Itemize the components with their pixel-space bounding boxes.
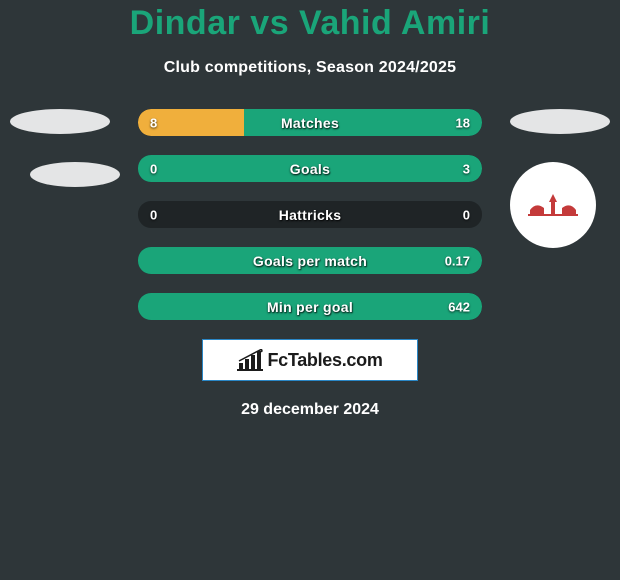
footer-date: 29 december 2024	[0, 401, 620, 419]
left-avatars	[10, 109, 120, 215]
stat-bar-row: Hattricks0 0	[138, 201, 482, 228]
bar-label: Goals	[138, 161, 482, 177]
bar-right-value: 18	[456, 115, 470, 130]
comparison-card: Dindar vs Vahid Amiri Club competitions,…	[0, 0, 620, 419]
compare-section: Matches818Goals03Hattricks00Goals per ma…	[0, 109, 620, 320]
bar-label: Matches	[138, 115, 482, 131]
player-avatar-placeholder	[10, 109, 110, 134]
page-title: Dindar vs Vahid Amiri	[0, 4, 620, 43]
right-avatars	[510, 109, 610, 248]
stat-bars: Matches818Goals03Hattricks00Goals per ma…	[138, 109, 482, 320]
club-logo-icon	[524, 188, 582, 222]
stat-bar-row: Matches8 18	[138, 109, 482, 136]
brand-chart-icon	[237, 349, 263, 371]
bar-right-value: 0	[463, 207, 470, 222]
club-logo	[510, 162, 596, 248]
bar-label: Hattricks	[138, 207, 482, 223]
bar-left-value: 0	[150, 207, 157, 222]
stat-bar-row: Min per goal642	[138, 293, 482, 320]
player-avatar-placeholder	[510, 109, 610, 134]
bar-label: Goals per match	[138, 253, 482, 269]
bar-label: Min per goal	[138, 299, 482, 315]
stat-bar-row: Goals0 3	[138, 155, 482, 182]
page-subtitle: Club competitions, Season 2024/2025	[0, 59, 620, 77]
branding-box: FcTables.com	[202, 339, 418, 381]
bar-left-value: 8	[150, 115, 157, 130]
bar-right-value: 0.17	[445, 253, 470, 268]
bar-left-value: 0	[150, 161, 157, 176]
club-avatar-placeholder	[30, 162, 120, 187]
stat-bar-row: Goals per match0.17	[138, 247, 482, 274]
bar-right-value: 642	[448, 299, 470, 314]
bar-right-value: 3	[463, 161, 470, 176]
brand-text: FcTables.com	[267, 350, 382, 371]
